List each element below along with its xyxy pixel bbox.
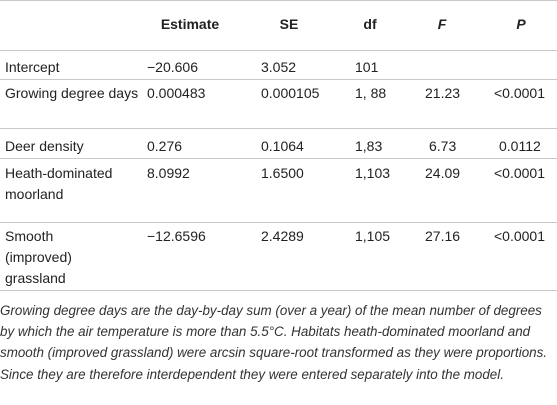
f-cell: 6.73 (429, 138, 457, 154)
estimate-cell: −20.606 (147, 59, 198, 75)
row-label: Deer density (5, 138, 84, 154)
header-se: SE (279, 16, 299, 32)
row-rule (0, 79, 557, 80)
row-rule (0, 158, 557, 159)
p-cell: <0.0001 (494, 85, 545, 101)
row-rule (0, 222, 557, 223)
row-label: Growing degree days (5, 85, 139, 101)
row-label: Smooth (improved) grassland (5, 228, 72, 286)
df-cell: 1,83 (355, 138, 383, 154)
f-cell: 24.09 (425, 165, 461, 181)
table-footnote: Growing degree days are the day-by-day s… (0, 303, 548, 382)
row-label: Intercept (5, 59, 60, 75)
p-cell: 0.0112 (499, 138, 541, 154)
header-df: df (363, 16, 377, 32)
se-cell: 3.052 (261, 59, 297, 75)
se-cell: 1.6500 (261, 165, 304, 181)
header-estimate: Estimate (160, 16, 220, 32)
table-bottom-rule (0, 290, 557, 291)
df-cell: 1, 88 (355, 85, 387, 101)
f-cell: 21.23 (425, 85, 461, 101)
df-cell: 1,105 (355, 228, 391, 244)
estimate-cell: 0.000483 (147, 85, 206, 101)
header-f: F (437, 16, 447, 32)
header-p: P (516, 16, 526, 32)
p-cell: <0.0001 (494, 165, 545, 181)
row-rule (0, 128, 557, 129)
row-label: Heath-dominated moorland (5, 165, 113, 202)
se-cell: 0.000105 (261, 85, 320, 101)
p-cell: <0.0001 (494, 228, 545, 244)
header-rule (0, 50, 557, 51)
estimate-cell: 8.0992 (147, 165, 190, 181)
f-cell: 27.16 (425, 228, 461, 244)
estimate-cell: 0.276 (147, 138, 183, 154)
df-cell: 1,103 (355, 165, 391, 181)
se-cell: 0.1064 (261, 138, 304, 154)
table-top-rule (0, 0, 557, 1)
estimate-cell: −12.6596 (147, 228, 206, 244)
df-cell: 101 (355, 59, 379, 75)
se-cell: 2.4289 (261, 228, 304, 244)
